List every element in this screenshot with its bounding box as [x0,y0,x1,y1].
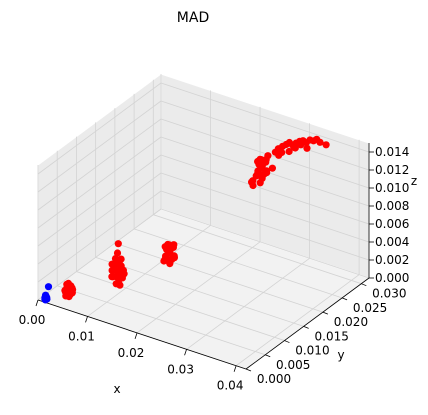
data-point [114,240,122,248]
x-tick-label: 0.03 [167,362,194,376]
x-axis-line [37,299,247,370]
grid-line-y [114,242,324,313]
z-tick-label: 0.002 [375,253,409,267]
x-axis-label: x [113,382,120,396]
data-point [268,164,276,172]
grid-line-z [37,118,162,211]
data-point [285,147,293,156]
y-tick-mark [361,283,367,287]
grid-line-z [160,118,370,189]
data-point [68,289,76,297]
pane-group [36,73,371,370]
data-point [256,179,264,187]
grid-line-x [235,274,360,367]
data-point [64,279,72,287]
grid-line-z [37,190,162,283]
data-point [316,138,324,146]
data-point [43,294,51,302]
y-tick-mark [322,311,329,315]
chart-title: MAD [177,10,209,26]
grid-line-y [57,285,266,356]
tick-labels: 0.000.010.020.030.04 0.0000.0050.0100.015… [19,145,410,393]
data-point [111,255,120,263]
z-tick-label: 0.000 [375,271,409,285]
data-point [262,169,270,177]
y-tick-mark [265,354,271,358]
x-tick-label: 0.00 [19,313,46,327]
y-tick-label: 0.000 [257,372,291,386]
y-axis-label: y [337,348,344,362]
z-tick-label: 0.010 [375,181,409,195]
grid-line-z [160,100,370,171]
data-point [257,164,265,172]
y-tick-mark [303,325,309,329]
z-tick-label: 0.008 [375,199,409,213]
grid-line-x [87,225,211,317]
data-point [165,249,173,257]
x-tick-mark [184,349,187,356]
grid-line-z [160,190,370,261]
x-tick-label: 0.01 [68,329,95,343]
data-point [291,144,299,152]
data-point [322,141,330,149]
y-axis-line [245,277,370,370]
z-axis-label: z [411,174,417,188]
data-point [116,281,124,289]
grid-line-y [95,256,304,327]
grid-line-z [37,82,162,175]
data-point [108,266,116,274]
y-tick-mark [245,368,252,372]
grid-line-z [160,172,370,243]
x-tick-mark [85,316,88,323]
y-tick-label: 0.020 [334,315,368,329]
data-point [113,249,122,257]
grid-line-z [37,154,162,247]
data-point [274,145,282,153]
data-point [44,283,53,291]
y-tick-mark [284,340,290,343]
y-tick-label: 0.010 [295,344,329,358]
grid-line-y [133,228,343,299]
grid-line-z [37,172,162,265]
data-point [119,266,127,274]
y-tick-label: 0.015 [315,329,349,343]
data-point [108,260,116,268]
grid-line-y [76,271,285,341]
z-tick-label: 0.012 [375,163,409,177]
x-tick-mark [233,365,237,372]
data-point [249,177,257,185]
data-point [108,273,116,281]
z-tick-label: 0.006 [375,217,409,231]
x-tick-mark [35,299,39,307]
data-point [297,141,305,149]
x-tick-mark [134,332,138,339]
y-tick-label: 0.025 [353,301,387,315]
x-tick-label: 0.04 [217,379,244,393]
y-tick-label: 0.005 [276,358,310,372]
z-tick-label: 0.014 [375,145,409,159]
axis-lines [35,143,374,372]
grid-line-x [136,241,261,334]
data-point [264,152,272,160]
grid-line-z [160,82,370,153]
data-point [169,254,177,262]
grid-line-z [37,136,162,229]
data-point [258,158,266,166]
grid-line-y [153,214,362,285]
grid-line-z [160,154,370,225]
grid-line-x [186,257,310,350]
grid-line-z [37,100,162,193]
y-tick-mark [341,297,348,301]
data-point [165,241,173,249]
y-tick-label: 0.030 [372,287,406,301]
data-points [41,135,330,304]
grid-line-z [37,208,162,301]
data-point [303,144,311,152]
x-tick-label: 0.02 [118,346,145,360]
z-tick-label: 0.004 [375,235,409,249]
grid-line-z [160,208,370,279]
